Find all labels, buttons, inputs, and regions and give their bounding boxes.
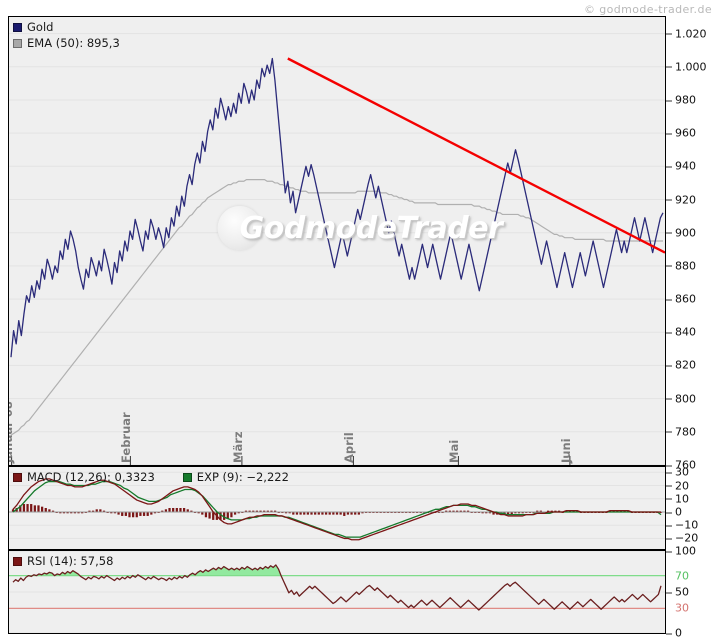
y-tick-label: 960 <box>666 127 696 140</box>
legend-label-macd: MACD (12,26): 0,3323 <box>27 470 155 484</box>
price-plot-area[interactable] <box>9 17 665 465</box>
price-legend: Gold EMA (50): 895,3 <box>13 20 120 51</box>
x-tick-label: Februar <box>119 412 134 463</box>
x-tick-label: März <box>230 431 245 463</box>
y-tick-label: 940 <box>666 160 696 173</box>
y-tick-label: 900 <box>666 226 696 239</box>
y-tick-label: 800 <box>666 392 696 405</box>
y-tick-label: 780 <box>666 425 696 438</box>
y-tick-label: 820 <box>666 359 696 372</box>
square-swatch-icon <box>13 473 22 482</box>
y-tick-label: 980 <box>666 94 696 107</box>
y-tick-label: 100 <box>666 545 696 558</box>
copyright-notice: © godmode-trader.de <box>583 3 712 16</box>
x-axis-month-labels: Januar 08 Februar März April Mai Juni <box>8 401 665 463</box>
legend-item-exp[interactable]: EXP (9): −2,222 <box>182 470 289 485</box>
square-swatch-icon <box>13 23 22 32</box>
square-swatch-icon <box>13 557 22 566</box>
rsi-plot-area[interactable] <box>9 551 665 633</box>
macd-panel[interactable]: MACD (12,26): 0,3323 EXP (9): −2,222 <box>8 466 666 550</box>
legend-label-rsi: RSI (14): 57,58 <box>27 554 114 568</box>
y-tick-label: 50 <box>666 586 689 599</box>
y-tick-label: 10 <box>666 492 689 505</box>
square-swatch-icon <box>13 39 22 48</box>
x-tick-label: Juni <box>558 438 573 463</box>
x-tick-label: Januar 08 <box>8 401 15 463</box>
legend-label-gold: Gold <box>27 20 54 34</box>
rsi-legend: RSI (14): 57,58 <box>13 554 113 569</box>
y-tick-label: 1.020 <box>666 27 707 40</box>
y-tick-label: 30 <box>675 601 689 615</box>
x-tick-label: Mai <box>447 439 462 463</box>
y-tick-label: −20 <box>666 532 698 545</box>
legend-label-exp: EXP (9): −2,222 <box>196 470 289 484</box>
y-tick-label: 880 <box>666 259 696 272</box>
square-swatch-icon <box>182 473 192 482</box>
y-tick-label: 20 <box>666 479 689 492</box>
price-chart-panel[interactable]: Gold EMA (50): 895,3 Januar 08 Februar Mär… <box>8 16 666 466</box>
macd-plot-area[interactable] <box>9 467 665 549</box>
y-tick-label: 30 <box>666 466 689 479</box>
y-tick-label: 70 <box>675 569 689 583</box>
x-tick-label: April <box>342 432 357 463</box>
legend-label-ema: EMA (50): 895,3 <box>27 36 120 50</box>
y-tick-label: 0 <box>666 506 682 519</box>
legend-item-rsi[interactable]: RSI (14): 57,58 <box>13 554 113 569</box>
legend-item-macd[interactable]: MACD (12,26): 0,3323 <box>13 470 155 485</box>
y-tick-label: 1.000 <box>666 60 707 73</box>
legend-item-ema[interactable]: EMA (50): 895,3 <box>13 36 120 51</box>
y-tick-label: −10 <box>666 519 698 532</box>
y-tick-label: 920 <box>666 193 696 206</box>
legend-item-gold[interactable]: Gold <box>13 20 120 35</box>
rsi-panel[interactable]: RSI (14): 57,58 <box>8 550 666 634</box>
y-tick-label: 760 <box>666 459 696 472</box>
y-tick-label: 860 <box>666 293 696 306</box>
macd-legend: MACD (12,26): 0,3323 EXP (9): −2,222 <box>13 470 289 485</box>
y-tick-label: 0 <box>666 627 682 640</box>
y-tick-label: 840 <box>666 326 696 339</box>
